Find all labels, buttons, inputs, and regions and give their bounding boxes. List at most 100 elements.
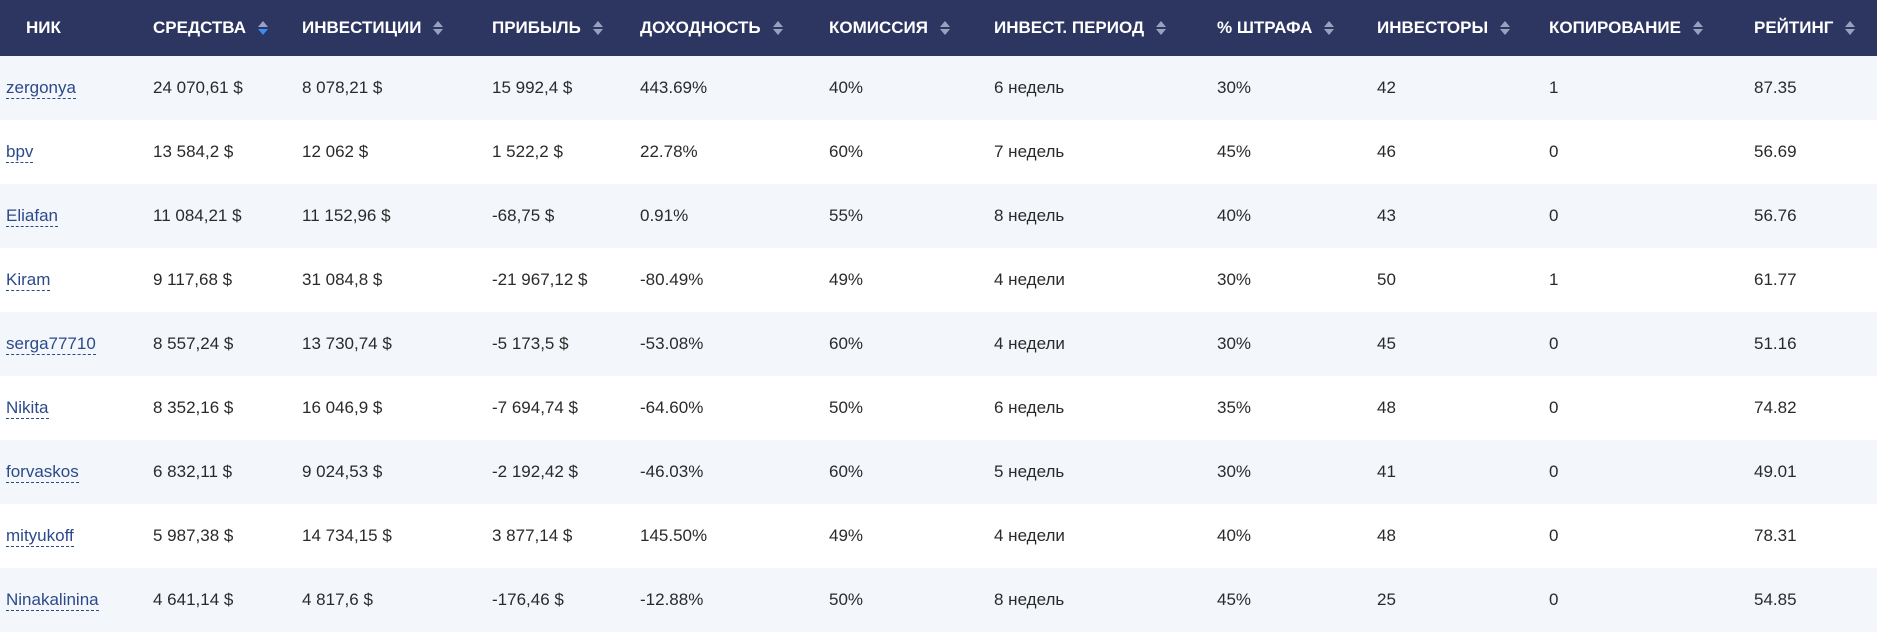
sort-icon[interactable] [1845, 20, 1856, 36]
column-header-penalty[interactable]: % ШТРАФА [1217, 0, 1377, 56]
sort-icon[interactable] [1156, 20, 1167, 36]
cell-yield: -80.49% [640, 270, 704, 289]
column-header-content: % ШТРАФА [1217, 18, 1335, 38]
cell-commission: 50% [829, 398, 864, 417]
column-header-investors[interactable]: ИНВЕСТОРЫ [1377, 0, 1549, 56]
cell-rating: 54.85 [1754, 590, 1797, 609]
cell-penalty: 35% [1217, 398, 1252, 417]
cell-penalty: 40% [1217, 526, 1252, 545]
cell-nick: Nikita [0, 376, 153, 440]
column-header-investments[interactable]: ИНВЕСТИЦИИ [302, 0, 492, 56]
column-header-label: КОПИРОВАНИЕ [1549, 18, 1681, 37]
cell-invest-period: 5 недель [994, 462, 1065, 481]
trader-nick-link[interactable]: Eliafan [6, 206, 58, 227]
sort-icon[interactable] [258, 20, 269, 36]
column-header-content: ДОХОДНОСТЬ [640, 18, 783, 38]
cell-rating: 74.82 [1754, 398, 1797, 417]
column-header-label: РЕЙТИНГ [1754, 18, 1834, 37]
trader-nick-link[interactable]: Nikita [6, 398, 49, 419]
cell-commission: 60% [829, 334, 864, 353]
cell-yield: 145.50% [640, 526, 708, 545]
cell-funds: 8 352,16 $ [153, 398, 234, 417]
column-header-content: ИНВЕСТОРЫ [1377, 18, 1511, 38]
sort-descending-icon [1692, 29, 1703, 35]
cell-funds: 13 584,2 $ [153, 142, 234, 161]
cell-investments: 31 084,8 $ [302, 270, 383, 289]
column-header-funds[interactable]: СРЕДСТВА [153, 0, 302, 56]
cell-nick: Ninakalinina [0, 568, 153, 632]
cell-penalty: 45% [1217, 590, 1252, 609]
cell-investments: 16 046,9 $ [302, 398, 383, 417]
column-header-content: РЕЙТИНГ [1754, 18, 1856, 38]
column-header-commission[interactable]: КОМИССИЯ [829, 0, 994, 56]
sort-descending-icon [939, 29, 950, 35]
column-header-copying[interactable]: КОПИРОВАНИЕ [1549, 0, 1754, 56]
column-header-label: КОМИССИЯ [829, 18, 928, 37]
cell-commission: 60% [829, 462, 864, 481]
sort-icon[interactable] [1500, 20, 1511, 36]
cell-investments: 12 062 $ [302, 142, 369, 161]
column-header-profit[interactable]: ПРИБЫЛЬ [492, 0, 640, 56]
cell-copying: 1 [1549, 270, 1559, 289]
column-header-label: ИНВЕСТИЦИИ [302, 18, 422, 37]
sort-ascending-icon [772, 21, 783, 27]
sort-ascending-icon [433, 21, 444, 27]
sort-icon[interactable] [939, 20, 950, 36]
trader-nick-link[interactable]: Ninakalinina [6, 590, 99, 611]
column-header-rating[interactable]: РЕЙТИНГ [1754, 0, 1877, 56]
sort-icon[interactable] [1324, 20, 1335, 36]
cell-rating: 61.77 [1754, 270, 1797, 289]
sort-descending-icon [1324, 29, 1335, 35]
sort-descending-icon [1500, 29, 1511, 35]
cell-invest-period: 7 недель [994, 142, 1065, 161]
cell-investors: 43 [1377, 206, 1396, 225]
trader-nick-link[interactable]: serga77710 [6, 334, 96, 355]
trader-nick-link[interactable]: bpv [6, 142, 34, 163]
trader-nick-link[interactable]: forvaskos [6, 462, 79, 483]
cell-rating: 56.69 [1754, 142, 1797, 161]
column-header-label: % ШТРАФА [1217, 18, 1313, 37]
cell-investments: 11 152,96 $ [302, 206, 391, 225]
cell-investments: 14 734,15 $ [302, 526, 392, 545]
cell-copying: 0 [1549, 334, 1559, 353]
column-header-yield[interactable]: ДОХОДНОСТЬ [640, 0, 829, 56]
cell-yield: -64.60% [640, 398, 704, 417]
cell-investors: 50 [1377, 270, 1396, 289]
trader-nick-link[interactable]: Kiram [6, 270, 51, 291]
cell-yield: -46.03% [640, 462, 704, 481]
trader-nick-link[interactable]: zergonya [6, 78, 76, 99]
cell-copying: 0 [1549, 526, 1559, 545]
sort-icon[interactable] [433, 20, 444, 36]
sort-icon[interactable] [592, 20, 603, 36]
cell-funds: 8 557,24 $ [153, 334, 234, 353]
cell-penalty: 30% [1217, 270, 1252, 289]
table-row: bpv 13 584,2 $ 12 062 $ 1 522,2 $ 22.78% 60% 7… [0, 120, 1877, 184]
sort-icon[interactable] [772, 20, 783, 36]
table-row: Ninakalinina 4 641,14 $ 4 817,6 $ -176,46 $… [0, 568, 1877, 632]
column-header-content: КОПИРОВАНИЕ [1549, 18, 1703, 38]
cell-yield: 443.69% [640, 78, 708, 97]
sort-ascending-icon [1845, 21, 1856, 27]
cell-profit: -5 173,5 $ [492, 334, 569, 353]
cell-investments: 8 078,21 $ [302, 78, 383, 97]
cell-yield: 0.91% [640, 206, 689, 225]
cell-profit: 3 877,14 $ [492, 526, 573, 545]
cell-nick: mityukoff [0, 504, 153, 568]
column-header-label: ДОХОДНОСТЬ [640, 18, 761, 37]
cell-investors: 46 [1377, 142, 1396, 161]
cell-invest-period: 4 недели [994, 270, 1065, 289]
cell-invest-period: 4 недели [994, 526, 1065, 545]
cell-yield: -12.88% [640, 590, 704, 609]
sort-ascending-icon [592, 21, 603, 27]
sort-icon[interactable] [1692, 20, 1703, 36]
cell-funds: 5 987,38 $ [153, 526, 234, 545]
cell-nick: Kiram [0, 248, 153, 312]
column-header-label: СРЕДСТВА [153, 18, 247, 37]
sort-ascending-icon [1156, 21, 1167, 27]
column-header-invest-period[interactable]: ИНВЕСТ. ПЕРИОД [994, 0, 1217, 56]
trader-nick-link[interactable]: mityukoff [6, 526, 74, 547]
sort-descending-icon [433, 29, 444, 35]
cell-commission: 60% [829, 142, 864, 161]
cell-penalty: 30% [1217, 334, 1252, 353]
cell-penalty: 30% [1217, 462, 1252, 481]
